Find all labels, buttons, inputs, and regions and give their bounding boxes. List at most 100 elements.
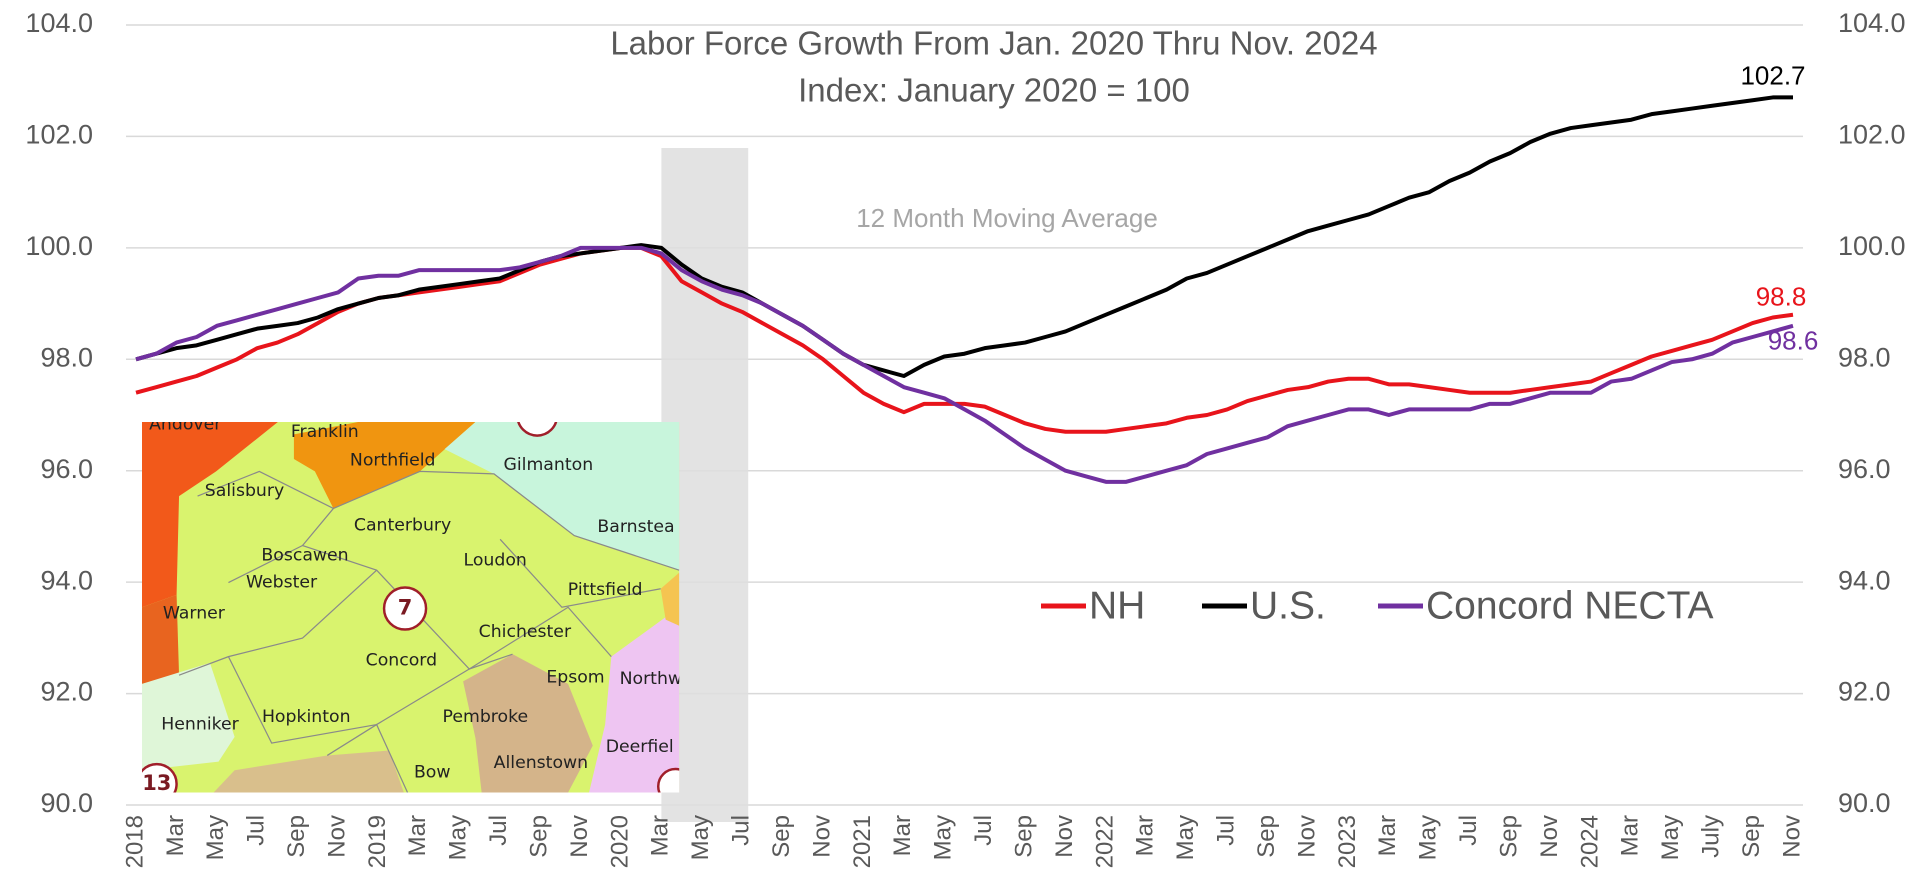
map-label: Pembroke bbox=[443, 707, 529, 727]
x-tick-label: Nov bbox=[1778, 815, 1805, 858]
map-label: 7 bbox=[398, 595, 413, 619]
x-tick-label: Sep bbox=[1253, 815, 1280, 858]
x-tick-label: May bbox=[202, 815, 229, 860]
x-tick-label: Nov bbox=[566, 815, 593, 858]
map-border bbox=[468, 606, 612, 670]
map-border bbox=[326, 723, 409, 793]
map-label: Allenstown bbox=[494, 753, 588, 773]
route-marker bbox=[517, 422, 558, 437]
x-tick-label: Jul bbox=[970, 815, 997, 846]
legend-label: U.S. bbox=[1250, 584, 1326, 627]
x-tick-label: Sep bbox=[1010, 815, 1037, 858]
route-marker bbox=[142, 762, 178, 793]
map-label: Epsom bbox=[546, 668, 604, 688]
map-label: Webster bbox=[246, 573, 318, 593]
legend-label: NH bbox=[1089, 584, 1145, 627]
x-tick-label: Jul bbox=[485, 815, 512, 846]
map-label: Gilmanton bbox=[503, 455, 593, 475]
x-tick-label: 2021 bbox=[849, 815, 876, 868]
y2-tick-label: 94.0 bbox=[1838, 565, 1891, 595]
map-label: Pittsfield bbox=[568, 580, 643, 600]
chart-title: Labor Force Growth From Jan. 2020 Thru N… bbox=[610, 25, 1377, 62]
chart-subtitle: Index: January 2020 = 100 bbox=[798, 72, 1190, 109]
x-tick-label: 2019 bbox=[364, 815, 391, 868]
x-tick-label: Mar bbox=[1374, 815, 1401, 856]
x-tick-label: Nov bbox=[808, 815, 835, 858]
y-tick-label: 92.0 bbox=[40, 677, 93, 707]
x-tick-label: Sep bbox=[1738, 815, 1765, 858]
x-tick-label: Mar bbox=[647, 815, 674, 856]
y-tick-label: 90.0 bbox=[40, 788, 93, 818]
y-tick-label: 94.0 bbox=[40, 565, 93, 595]
y-tick-label: 102.0 bbox=[25, 120, 93, 150]
x-tick-label: Mar bbox=[404, 815, 431, 856]
y2-tick-label: 100.0 bbox=[1838, 231, 1906, 261]
x-tick-label: 2023 bbox=[1334, 815, 1361, 868]
y2-tick-label: 98.0 bbox=[1838, 342, 1891, 372]
map-label: Chichester bbox=[479, 622, 572, 642]
map-label: Canterbury bbox=[354, 516, 451, 536]
y-tick-label: 98.0 bbox=[40, 342, 93, 372]
map-label: Salisbury bbox=[205, 481, 284, 501]
x-tick-label: Nov bbox=[1051, 815, 1078, 858]
map-label: Hopkinton bbox=[262, 707, 351, 727]
legend-label: Concord NECTA bbox=[1426, 584, 1714, 627]
map-region bbox=[213, 750, 404, 793]
x-tick-label: Mar bbox=[1617, 815, 1644, 856]
map-label: Bow bbox=[414, 763, 451, 783]
series-line bbox=[135, 245, 1794, 484]
x-tick-label: Mar bbox=[1132, 815, 1159, 856]
x-tick-label: May bbox=[445, 815, 472, 860]
map-border bbox=[178, 569, 378, 676]
x-tick-label: 2024 bbox=[1576, 815, 1603, 868]
x-tick-label: 2022 bbox=[1091, 815, 1118, 868]
y-tick-label: 104.0 bbox=[25, 8, 93, 38]
map-region bbox=[660, 572, 680, 626]
x-tick-label: 2020 bbox=[606, 815, 633, 868]
map-label: Franklin bbox=[291, 422, 359, 442]
map-label: Concord bbox=[366, 650, 437, 670]
map-region bbox=[293, 422, 476, 509]
x-tick-label: Mar bbox=[162, 815, 189, 856]
plot: 98.8 102.7 98.6 bbox=[135, 60, 1818, 484]
x-tick-label: May bbox=[687, 815, 714, 860]
map-label: Andover bbox=[149, 414, 222, 434]
x-tick-label: July bbox=[1698, 815, 1725, 858]
x-tick-label: Jul bbox=[1455, 815, 1482, 846]
x-tick-label: Sep bbox=[525, 815, 552, 858]
map-label: 13 bbox=[142, 771, 171, 795]
map-label: Northfield bbox=[350, 450, 436, 470]
map-region bbox=[142, 422, 278, 608]
map-region bbox=[142, 594, 180, 684]
end-label: 98.8 bbox=[1756, 282, 1807, 312]
x-tick-label: Nov bbox=[323, 815, 350, 858]
map-label: Northw bbox=[620, 669, 682, 689]
x-tick-label: Jul bbox=[1213, 815, 1240, 846]
x-tick-label: Sep bbox=[768, 815, 795, 858]
annotation: 12 Month Moving Average bbox=[856, 203, 1158, 233]
y-tick-label: 100.0 bbox=[25, 231, 93, 261]
map-region bbox=[463, 654, 593, 793]
map-label: Boscawen bbox=[261, 545, 348, 565]
y2-tick-label: 92.0 bbox=[1838, 677, 1891, 707]
map-border bbox=[499, 538, 661, 608]
x-tick-label: May bbox=[1172, 815, 1199, 860]
map-border bbox=[227, 656, 470, 744]
map-region bbox=[142, 662, 235, 771]
inset-map: Andover Franklin Northfield Gilmanton Salisb… bbox=[142, 414, 682, 795]
end-label: 102.7 bbox=[1740, 60, 1805, 90]
map-label: Loudon bbox=[464, 550, 527, 570]
x-tick-label: Sep bbox=[283, 815, 310, 858]
y-tick-label: 96.0 bbox=[40, 454, 93, 484]
x-tick-label: Jul bbox=[243, 815, 270, 846]
x-tick-label: May bbox=[1415, 815, 1442, 860]
route-marker bbox=[382, 586, 428, 631]
map-region bbox=[589, 607, 680, 793]
x-tick-label: Mar bbox=[889, 815, 916, 856]
x-tick-label: Sep bbox=[1495, 815, 1522, 858]
y2-tick-label: 96.0 bbox=[1838, 454, 1891, 484]
route-marker bbox=[657, 767, 680, 793]
x-tick-label: May bbox=[930, 815, 957, 860]
